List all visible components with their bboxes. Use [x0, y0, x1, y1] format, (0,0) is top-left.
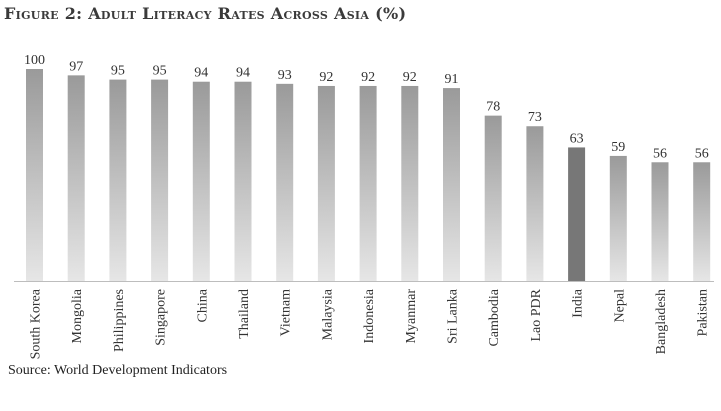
data-label: 59	[611, 140, 625, 155]
category-label: Thailand	[237, 289, 252, 339]
bar-lao-pdr	[526, 126, 544, 282]
category-label: Vietnam	[279, 289, 294, 336]
bar-philippines	[109, 79, 127, 281]
bar-vietnam	[276, 83, 294, 281]
bar-thailand	[234, 81, 252, 281]
category-label: India	[571, 288, 586, 318]
bar-malaysia	[317, 85, 335, 282]
category-label: Nepal	[612, 289, 627, 323]
data-label: 94	[194, 66, 208, 81]
data-label: 95	[153, 64, 167, 79]
category-label: Cambodia	[487, 288, 502, 346]
category-label: Lao PDR	[529, 288, 544, 341]
chart-title: Figure 2: Adult Literacy Rates Across As…	[4, 4, 407, 23]
category-label: South Korea	[29, 288, 44, 359]
category-label: Pakistan	[696, 289, 711, 336]
data-label: 92	[361, 70, 375, 85]
bar-myanmar	[401, 85, 419, 282]
category-label: Bangladesh	[654, 289, 669, 354]
bar-singapore	[151, 79, 169, 281]
category-label: China	[195, 288, 210, 322]
category-label: Philippines	[112, 289, 127, 352]
category-label: Malaysia	[320, 288, 335, 340]
bar-cambodia	[484, 115, 502, 281]
source-note: Source: World Development Indicators	[8, 363, 228, 378]
data-label: 92	[319, 70, 333, 85]
bar-nepal	[609, 155, 627, 281]
data-label: 78	[486, 100, 500, 115]
data-label: 91	[445, 72, 459, 87]
category-label: Sri Lanka	[446, 288, 461, 344]
bar-south-korea	[26, 69, 43, 281]
category-label: Singapore	[154, 289, 169, 346]
bar-mongolia	[67, 75, 85, 281]
data-label: 73	[528, 110, 542, 125]
data-label: 100	[24, 53, 45, 68]
data-label: 92	[403, 70, 417, 85]
data-label: 94	[236, 66, 250, 81]
bar-bangladesh	[651, 162, 669, 281]
data-label: 93	[278, 68, 292, 83]
bar-sri-lanka	[443, 88, 460, 281]
data-label: 97	[69, 59, 83, 74]
bar-india	[568, 147, 586, 281]
bar-indonesia	[359, 85, 377, 282]
bar-china	[192, 81, 210, 281]
data-label: 63	[570, 131, 584, 146]
data-label: 95	[111, 64, 125, 79]
category-label: Mongolia	[70, 288, 85, 343]
category-label: Indonesia	[362, 288, 377, 343]
data-label: 56	[695, 146, 709, 161]
data-label: 56	[653, 146, 667, 161]
category-label: Myanmar	[404, 289, 419, 344]
bar-pakistan	[693, 162, 711, 281]
